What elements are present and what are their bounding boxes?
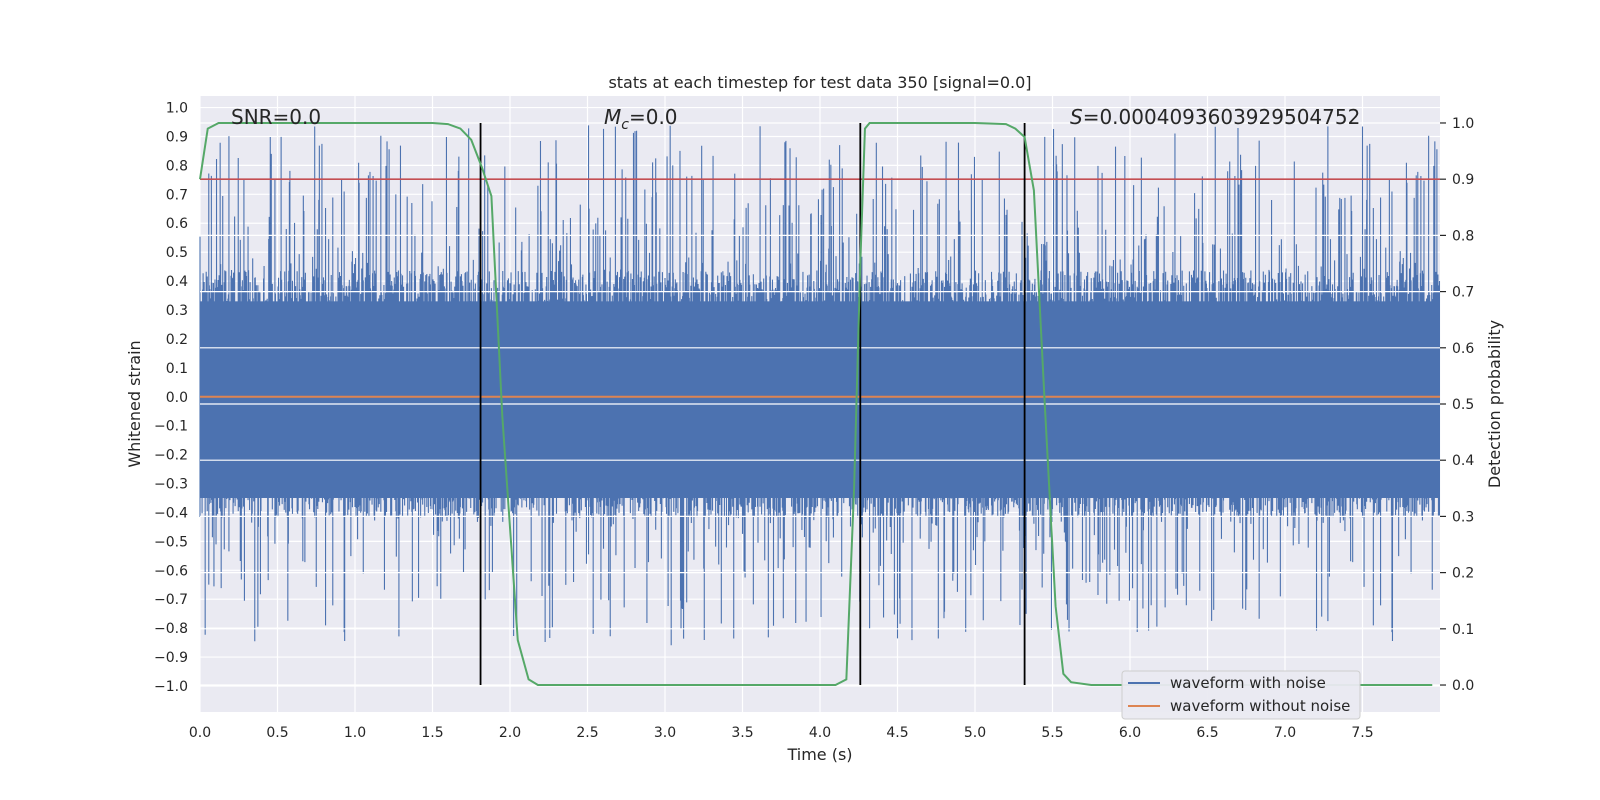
- y2-tick-label: 0.0: [1452, 678, 1474, 694]
- y-tick-label: −0.6: [154, 563, 188, 579]
- x-tick-label: 0.0: [189, 725, 211, 741]
- chart-title: stats at each timestep for test data 350…: [608, 73, 1031, 92]
- y-tick-label: 0.4: [166, 274, 188, 290]
- x-tick-label: 6.5: [1196, 725, 1218, 741]
- y2-tick-label: 0.1: [1452, 622, 1474, 638]
- y2-tick-label: 0.6: [1452, 341, 1474, 357]
- chirp-mass-value: =0.0: [629, 105, 678, 129]
- chirp-mass-annotation: Mc=0.0: [604, 105, 678, 133]
- y2-tick-label: 0.9: [1452, 172, 1474, 188]
- y-tick-label: 0.0: [166, 390, 188, 406]
- x-tick-label: 7.5: [1351, 725, 1373, 741]
- y-tick-label: 0.3: [166, 303, 188, 319]
- y2-tick-label: 1.0: [1452, 116, 1474, 132]
- x-axis-label: Time (s): [786, 745, 852, 764]
- legend: waveform with noise waveform without noi…: [1121, 670, 1361, 720]
- y-tick-label: 0.7: [166, 187, 188, 203]
- y-tick-label: −0.3: [154, 477, 188, 493]
- y2-tick-label: 0.4: [1452, 453, 1474, 469]
- y-tick-label: −1.0: [154, 679, 188, 695]
- x-tick-label: 5.0: [964, 725, 986, 741]
- x-tick-label: 5.5: [1041, 725, 1063, 741]
- snr-annotation: SNR=0.0: [231, 105, 321, 129]
- waveform-with-noise-series: [199, 125, 1441, 646]
- x-tick-label: 1.0: [344, 725, 366, 741]
- x-tick-label: 4.0: [809, 725, 831, 741]
- y-tick-label: −0.9: [154, 650, 188, 666]
- y2-axis-label: Detection probability: [1485, 320, 1504, 488]
- y-tick-label: 0.8: [166, 158, 188, 174]
- detection-probability-series: [199, 121, 1433, 687]
- y-tick-label: 0.9: [166, 129, 188, 145]
- statistic-symbol: S: [1070, 105, 1083, 129]
- x-tick-label: 7.0: [1274, 725, 1296, 741]
- y-tick-label: 0.6: [166, 216, 188, 232]
- y-tick-label: −0.5: [154, 534, 188, 550]
- x-tick-label: 3.5: [731, 725, 753, 741]
- chirp-mass-symbol: M: [604, 105, 621, 129]
- y-tick-label: 0.1: [166, 361, 188, 377]
- noise-dense-core: [200, 301, 1440, 498]
- y-tick-label: −0.8: [154, 621, 188, 637]
- statistic-annotation: S=0.0004093603929504752: [1070, 105, 1360, 129]
- y2-tick-label: 0.2: [1452, 566, 1474, 582]
- legend-box: [1121, 670, 1361, 720]
- y-axis-ticks: −1.0 −0.9 −0.8 −0.7 −0.6 −0.5 −0.4 −0.3 −0.2 −0.1…: [154, 101, 188, 695]
- y2-tick-label: 0.5: [1452, 397, 1474, 413]
- chirp-mass-subscript: c: [621, 117, 629, 133]
- x-tick-label: 1.5: [421, 725, 443, 741]
- y-tick-label: −0.7: [154, 592, 188, 608]
- vertical-markers: [479, 122, 1026, 686]
- legend-label-noise: waveform with noise: [1170, 674, 1326, 692]
- y-tick-label: 1.0: [166, 101, 188, 117]
- y2-tick-label: 0.7: [1452, 285, 1474, 301]
- y-tick-label: 0.5: [166, 245, 188, 261]
- y2-tick-label: 0.3: [1452, 509, 1474, 525]
- x-tick-label: 4.5: [886, 725, 908, 741]
- x-tick-label: 6.0: [1119, 725, 1141, 741]
- x-tick-label: 3.0: [654, 725, 676, 741]
- statistic-value: =0.0004093603929504752: [1083, 105, 1361, 129]
- y-tick-label: 0.2: [166, 332, 188, 348]
- y-axis-label: Whitened strain: [125, 340, 144, 467]
- y2-axis-ticks: 0.0 0.1 0.2 0.3 0.4 0.5 0.6 0.7 0.8 0.9 1.0: [1440, 116, 1474, 694]
- x-axis-ticks: 0.0 0.5 1.0 1.5 2.0 2.5 3.0 3.5 4.0 4.5 5.0 5.5 6.0 6…: [189, 725, 1374, 741]
- y-tick-label: −0.1: [154, 419, 188, 435]
- y-tick-label: −0.4: [154, 505, 188, 521]
- x-tick-label: 0.5: [266, 725, 288, 741]
- x-tick-label: 2.0: [499, 725, 521, 741]
- y-tick-label: −0.2: [154, 448, 188, 464]
- y2-tick-label: 0.8: [1452, 228, 1474, 244]
- legend-label-clean: waveform without noise: [1170, 697, 1350, 715]
- x-tick-label: 2.5: [576, 725, 598, 741]
